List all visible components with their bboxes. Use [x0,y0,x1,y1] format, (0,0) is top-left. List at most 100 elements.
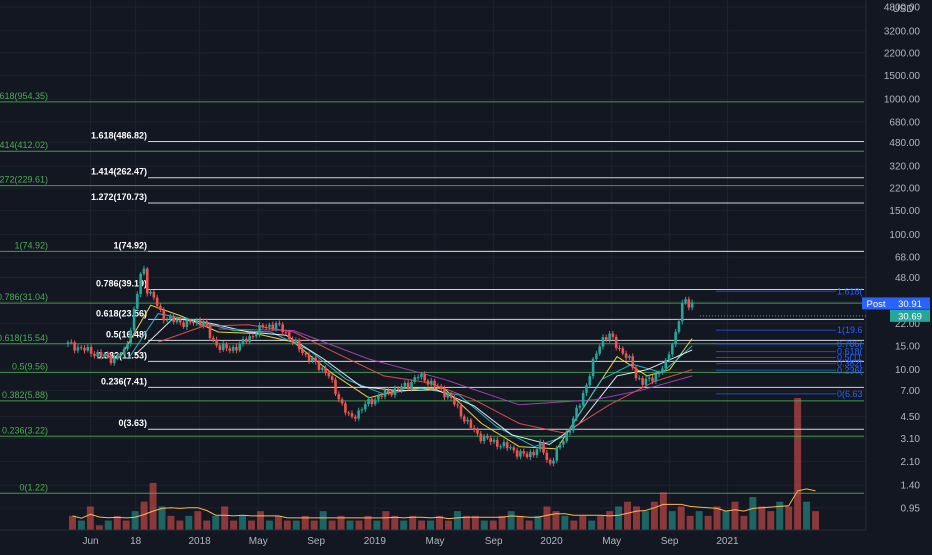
candle [185,317,189,330]
candle [106,351,109,359]
candle [390,390,393,398]
candle-body [152,291,156,298]
candle [436,383,440,389]
volume-bar [418,520,426,530]
candle [225,342,228,352]
candle [281,322,284,336]
price-tick-label: 100.00 [889,230,920,241]
fib-label-white: 1.618(486.82) [91,130,147,140]
candle [489,435,493,445]
candle [420,371,423,380]
volume-bar [257,511,264,530]
candle-body [519,451,522,457]
candle-body [278,323,281,325]
volume-bar [624,501,631,530]
volume-bar [480,520,488,530]
candle-body [377,395,380,400]
candle-body [446,394,450,398]
fib-label-white: 0.236(7.41) [101,376,147,386]
volume-bar [95,525,103,530]
volume-bar [194,511,202,530]
candle-body [241,338,245,344]
candle-body [472,427,476,430]
candle [116,353,119,361]
candle-body [215,339,218,346]
candle-body [505,442,509,449]
candle-body [644,378,648,385]
candle-body [462,416,466,422]
candle-body [103,354,106,357]
volume-bar [158,506,166,530]
volume-bar [382,511,390,530]
volume-bar [704,515,712,530]
candle [268,322,271,330]
candle-body [205,321,209,326]
volume-bar [471,515,479,530]
candle-body [604,337,608,340]
candle-body [614,336,618,348]
candle [406,380,410,391]
candle-body [274,323,278,329]
volume-bar [597,515,605,530]
price-axis-panel[interactable] [866,0,932,550]
candle [129,327,133,347]
candle-body [512,447,516,451]
volume-bar [212,515,220,530]
candle-body [172,316,175,322]
volume-bar [713,506,721,530]
candle-body [188,320,192,323]
candle [416,374,420,381]
candle [459,402,463,420]
time-tick-label: 2019 [364,536,387,547]
candle-body [109,355,113,364]
candle [651,375,654,385]
candle-body [542,441,545,453]
candle [251,333,255,340]
candle [671,342,674,357]
candle [218,343,222,353]
volume-bar [167,515,175,530]
candle [449,391,453,401]
price-tag-value: 30.69 [898,311,922,322]
candle [73,340,76,354]
volume-bar [525,520,533,530]
fib-label-green: 1(74.92) [14,240,48,250]
candle [667,351,671,363]
volume-bar [355,520,363,530]
candle-body [264,326,268,328]
candle [96,349,100,359]
candle-body [618,347,621,349]
moving-average-line [127,313,693,448]
candle [545,449,549,463]
candle-body [588,376,592,386]
candle-body [525,453,529,458]
fib-label-white: 1.414(262.47) [91,167,147,177]
candle [525,451,529,459]
candle-body [202,321,205,326]
time-axis[interactable]: Jun 18 2018 May Sep 2019 May Sep 2020 May Sep 2021 [82,536,739,547]
candle-body [499,446,502,448]
candle [188,318,192,325]
candle-body [390,392,393,396]
candle [542,439,545,455]
price-tick-label: 4800.00 [884,3,921,14]
volume-bar [113,515,121,530]
candle [400,383,403,393]
candle-body [611,333,615,337]
candle-body [387,389,390,393]
candle [529,449,532,461]
candle [585,383,588,397]
candle-body [522,451,526,454]
candle [502,439,506,449]
candle-body [169,316,172,320]
moving-average-line [218,328,693,406]
price-tick-label: 68.00 [895,253,920,264]
candle [505,440,509,452]
price-tick-label: 3.10 [901,434,921,445]
candle [690,299,694,311]
fib-label-green: 0.618(15.54) [0,333,48,343]
candle-body [529,451,532,458]
price-tag-value: 30.91 [898,299,922,310]
